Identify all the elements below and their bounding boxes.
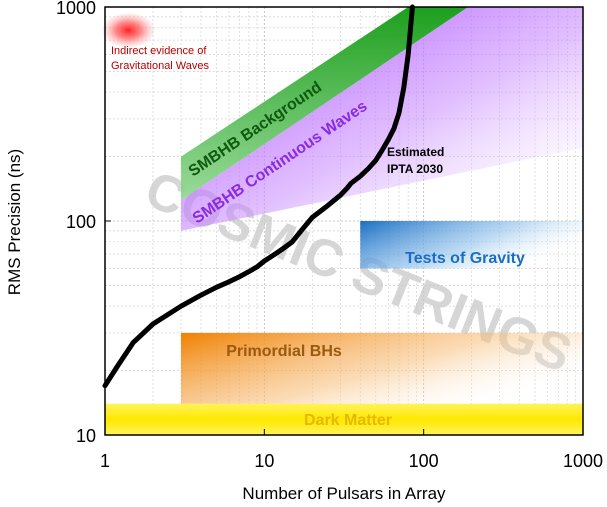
- ipta-2030-line: [102, 4, 415, 389]
- ipta-label-line1: Estimated: [387, 145, 444, 159]
- smbhb-background-region: [181, 7, 469, 201]
- x-tick-label: 1: [100, 451, 110, 471]
- x-tick-label: 1000: [563, 451, 603, 471]
- primordial-bhs-region: [181, 332, 584, 404]
- indirect-evidence-marker: [102, 13, 155, 48]
- x-tick-label: 100: [409, 451, 439, 471]
- x-axis-label: Number of Pulsars in Array: [242, 484, 446, 503]
- tests-of-gravity-region: [360, 221, 583, 269]
- tests-of-gravity-label: Tests of Gravity: [405, 250, 525, 267]
- smbhb-continuous-waves-region: [181, 7, 584, 231]
- y-tick-label: 10: [76, 426, 96, 446]
- dark-matter-region: [105, 403, 583, 435]
- y-tick-label: 100: [66, 212, 96, 232]
- ipta-label-line2: IPTA 2030: [387, 162, 443, 176]
- x-tick-label: 10: [254, 451, 274, 471]
- series: [102, 4, 415, 389]
- y-axis-label: RMS Precision (ns): [5, 149, 24, 295]
- y-tick-label: 1000: [56, 0, 96, 18]
- dark-matter-label: Dark Matter: [304, 412, 392, 429]
- indirect-evidence-label-line2: Gravitational Waves: [111, 60, 210, 72]
- primordial-bhs-label: Primordial BHs: [226, 343, 342, 360]
- indirect-evidence-label-line1: Indirect evidence of: [111, 45, 207, 57]
